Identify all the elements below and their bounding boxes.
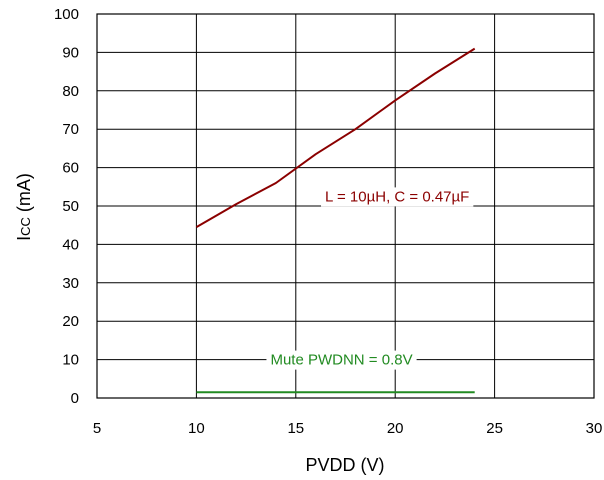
x-tick-label: 25 <box>486 420 503 437</box>
x-tick-label: 10 <box>188 420 205 437</box>
y-tick-label: 80 <box>62 83 79 100</box>
y-tick-label: 70 <box>62 121 79 138</box>
y-axis-title-main: I <box>14 236 34 241</box>
x-tick-labels: 5 10 15 20 25 30 <box>93 420 603 437</box>
y-tick-label: 90 <box>62 44 79 61</box>
x-tick-label: 30 <box>586 420 603 437</box>
y-tick-label: 60 <box>62 160 79 177</box>
x-tick-label: 5 <box>93 420 101 437</box>
annotation-layer: L = 10µH, C = 0.47µF Mute PWDNN = 0.8V <box>266 187 474 370</box>
plot-frame <box>96 13 595 399</box>
y-tick-label: 100 <box>54 6 79 23</box>
y-axis-title: ICC (mA) <box>14 173 34 241</box>
y-tick-label: 20 <box>62 313 79 330</box>
annotation-2: Mute PWDNN = 0.8V <box>266 350 417 370</box>
y-tick-label: 10 <box>62 352 79 369</box>
x-tick-label: 15 <box>287 420 304 437</box>
x-tick-label: 20 <box>387 420 404 437</box>
y-tick-label: 30 <box>62 275 79 292</box>
y-axis-title-sub: CC <box>18 217 33 236</box>
y-tick-label: 40 <box>62 236 79 253</box>
y-tick-labels: 0 10 20 30 40 50 60 70 80 90 100 <box>54 6 79 407</box>
annotation-text: L = 10µH, C = 0.47µF <box>325 188 469 205</box>
y-tick-label: 0 <box>71 390 79 407</box>
annotation-background <box>266 350 417 370</box>
y-axis-title-unit: (mA) <box>14 173 34 217</box>
series-layer <box>195 47 476 394</box>
series-line-1 <box>195 47 476 228</box>
annotation-background <box>321 187 474 207</box>
y-tick-label: 50 <box>62 198 79 215</box>
x-axis-title: PVDD (V) <box>305 455 384 475</box>
plot-border <box>96 13 595 399</box>
annotation-1: L = 10µH, C = 0.47µF <box>321 187 474 207</box>
annotation-text: Mute PWDNN = 0.8V <box>270 352 412 369</box>
